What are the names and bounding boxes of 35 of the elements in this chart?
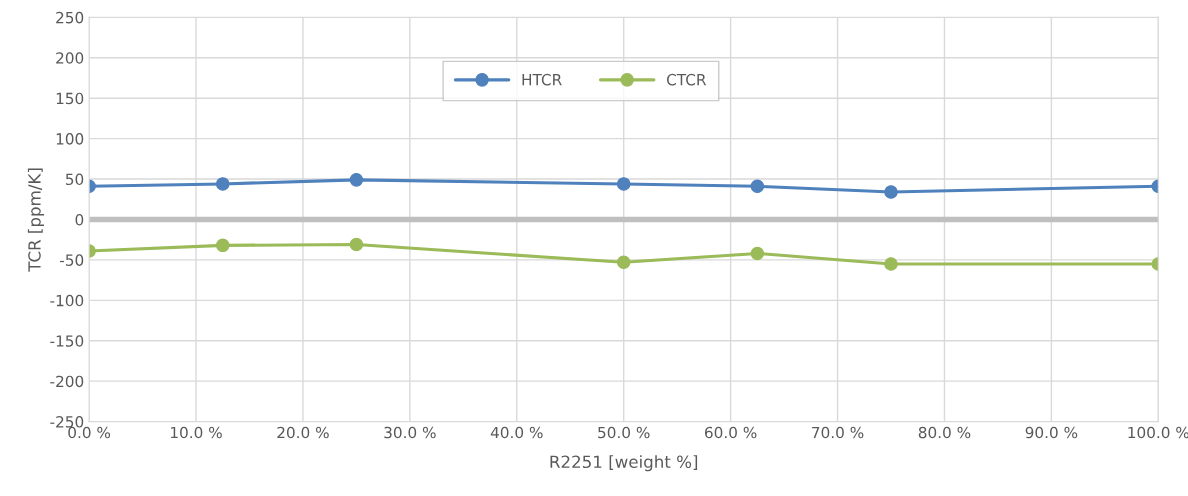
legend-label: CTCR [666, 73, 707, 86]
y-tick-label: -150 [50, 335, 84, 347]
x-tick-label: 80.0 % [918, 426, 971, 439]
y-tick-label: 100 [56, 133, 84, 145]
y-axis-title: TCR [ppm/K] [27, 168, 45, 272]
y-tick-label: 200 [56, 52, 84, 64]
point [750, 179, 765, 194]
x-tick-label: 40.0 % [490, 426, 543, 439]
x-axis-title: R2251 [weight %] [550, 455, 698, 472]
x-tick-label: 90.0 % [1025, 426, 1078, 439]
point [616, 177, 631, 191]
x-tick-label: 10.0 % [171, 426, 222, 439]
x-tick-label: 20.0 % [277, 426, 329, 439]
point [349, 237, 364, 252]
y-tick-label: -100 [50, 294, 84, 307]
x-tick-label: 70.0 % [812, 426, 864, 439]
y-tick-label: 50 [65, 173, 84, 186]
y-tick-label: 150 [56, 92, 84, 105]
legend-label: HTCR [522, 73, 562, 86]
point [349, 173, 364, 187]
y-tick-label: 0 [75, 213, 84, 226]
y-tick-label: -200 [50, 375, 84, 388]
point [215, 177, 230, 191]
point [884, 185, 898, 199]
x-tick-label: 0.0 % [68, 426, 111, 439]
point [215, 238, 230, 253]
point [616, 255, 631, 270]
y-tick-label: 250 [56, 11, 84, 24]
y-tick-label: -250 [50, 416, 84, 428]
x-tick-label: 50.0 % [598, 426, 650, 439]
x-tick-label: 60.0 % [704, 426, 757, 439]
x-tick-label: 30.0 % [384, 426, 436, 439]
y-tick-label: -50 [60, 254, 84, 266]
point [884, 257, 898, 271]
point [750, 246, 765, 261]
